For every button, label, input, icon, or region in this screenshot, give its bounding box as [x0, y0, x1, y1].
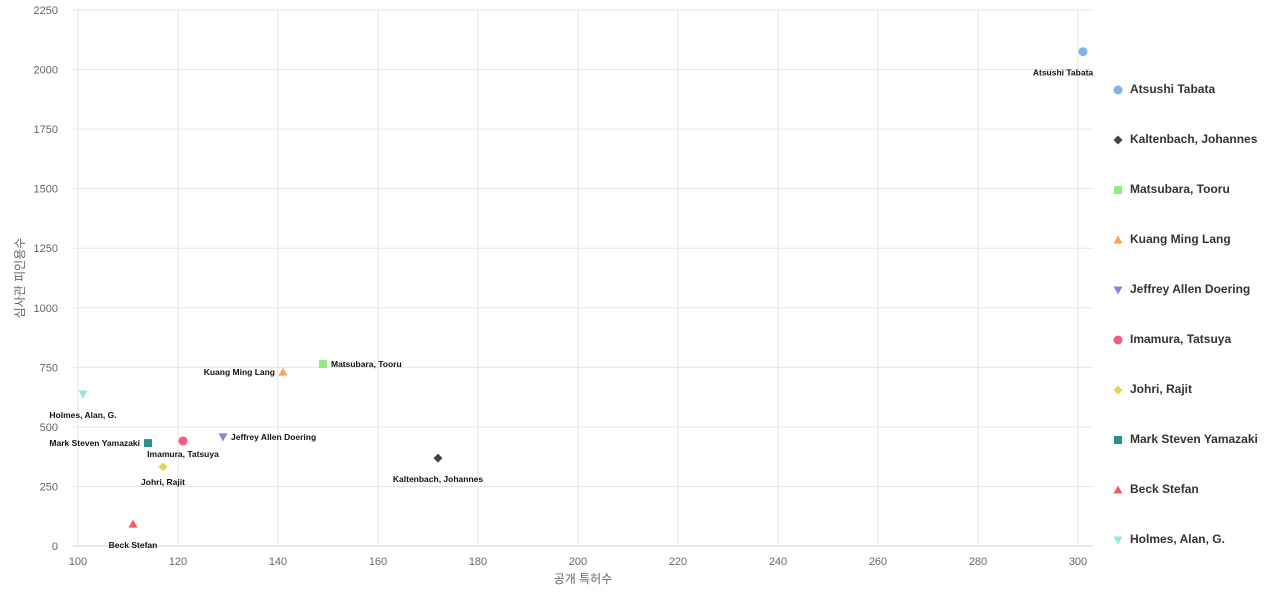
data-point[interactable]: Kuang Ming Lang [204, 367, 288, 377]
legend-label: Kaltenbach, Johannes [1130, 132, 1258, 146]
triangle-marker-icon [1113, 235, 1123, 244]
data-label: Kuang Ming Lang [204, 367, 275, 377]
data-label: Jeffrey Allen Doering [231, 432, 316, 442]
x-tick-label: 120 [169, 556, 187, 568]
x-tick-label: 200 [569, 556, 587, 568]
legend-label: Beck Stefan [1130, 482, 1199, 496]
data-label: Atsushi Tabata [1033, 68, 1094, 78]
y-tick-label: 750 [40, 362, 58, 374]
x-tick-label: 220 [669, 556, 687, 568]
legend-label: Matsubara, Tooru [1130, 182, 1230, 196]
data-point[interactable]: Atsushi Tabata [1033, 47, 1094, 78]
x-axis-title: 공개 특허수 [554, 572, 613, 586]
legend-label: Imamura, Tatsuya [1130, 332, 1232, 346]
data-point[interactable]: Kaltenbach, Johannes [393, 453, 483, 485]
data-point[interactable]: Imamura, Tatsuya [147, 436, 219, 459]
diamond-marker-icon [433, 453, 443, 463]
data-point[interactable]: Matsubara, Tooru [319, 359, 402, 369]
y-axis-title: 심사관 피인용수 [13, 238, 27, 319]
data-label: Matsubara, Tooru [331, 359, 402, 369]
legend-item[interactable]: Imamura, Tatsuya [1112, 332, 1258, 382]
x-tick-label: 300 [1069, 556, 1087, 568]
legend-item[interactable]: Johri, Rajit [1112, 382, 1258, 432]
legend-item[interactable]: Matsubara, Tooru [1112, 182, 1258, 232]
circle-marker-icon [1078, 47, 1088, 57]
square-marker-icon [1114, 436, 1122, 444]
data-point[interactable]: Jeffrey Allen Doering [218, 432, 317, 442]
x-tick-label: 160 [369, 556, 387, 568]
legend-item[interactable]: Holmes, Alan, G. [1112, 532, 1258, 582]
data-label: Holmes, Alan, G. [49, 410, 116, 420]
legend-item[interactable]: Kuang Ming Lang [1112, 232, 1258, 282]
y-tick-label: 500 [40, 422, 58, 434]
x-tick-label: 260 [869, 556, 887, 568]
grid: 0 250 500 750 1000 1250 1500 1750 2000 2250 100 120… [34, 5, 1093, 568]
legend-label: Mark Steven Yamazaki [1130, 432, 1258, 446]
square-marker-icon [1114, 186, 1122, 194]
points: Atsushi Tabata Kaltenbach, Johannes Matsub… [49, 47, 1093, 550]
data-label: Mark Steven Yamazaki [49, 438, 140, 448]
triangle-down-marker-icon [1113, 286, 1123, 295]
square-marker-icon [144, 439, 152, 448]
y-tick-label: 1500 [34, 184, 58, 196]
triangle-marker-icon [278, 367, 288, 376]
triangle-down-marker-icon [78, 390, 88, 399]
legend-label: Kuang Ming Lang [1130, 232, 1231, 246]
y-tick-label: 0 [52, 541, 58, 553]
data-label: Imamura, Tatsuya [147, 449, 219, 459]
triangle-down-marker-icon [1113, 536, 1123, 545]
legend-label: Atsushi Tabata [1130, 82, 1216, 96]
diamond-marker-icon [1113, 385, 1123, 395]
y-tick-label: 250 [40, 481, 58, 493]
data-point[interactable]: Beck Stefan [109, 519, 158, 551]
legend-label: Johri, Rajit [1130, 382, 1193, 396]
x-tick-label: 140 [269, 556, 287, 568]
legend: Atsushi Tabata Kaltenbach, Johannes Matsub… [1112, 82, 1258, 582]
legend-label: Holmes, Alan, G. [1130, 532, 1225, 546]
circle-marker-icon [1113, 85, 1123, 95]
x-tick-label: 180 [469, 556, 487, 568]
data-point[interactable]: Holmes, Alan, G. [49, 390, 117, 421]
triangle-down-marker-icon [218, 433, 228, 442]
diamond-marker-icon [158, 462, 168, 472]
data-point[interactable]: Mark Steven Yamazaki [49, 438, 152, 448]
legend-label: Jeffrey Allen Doering [1130, 282, 1251, 296]
triangle-marker-icon [1113, 485, 1123, 494]
y-tick-label: 1000 [34, 303, 58, 315]
legend-item[interactable]: Kaltenbach, Johannes [1112, 132, 1258, 182]
y-tick-label: 2000 [34, 65, 58, 77]
y-tick-label: 2250 [34, 5, 58, 17]
data-point[interactable]: Johri, Rajit [141, 462, 185, 487]
diamond-marker-icon [1113, 135, 1123, 145]
legend-item[interactable]: Beck Stefan [1112, 482, 1258, 532]
legend-item[interactable]: Jeffrey Allen Doering [1112, 282, 1258, 332]
triangle-marker-icon [128, 519, 138, 528]
legend-item[interactable]: Atsushi Tabata [1112, 82, 1258, 132]
data-label: Kaltenbach, Johannes [393, 474, 483, 484]
circle-marker-icon [1113, 335, 1123, 345]
data-label: Beck Stefan [109, 540, 158, 550]
legend-item[interactable]: Mark Steven Yamazaki [1112, 432, 1258, 482]
scatter-chart: 0 250 500 750 1000 1250 1500 1750 2000 2250 100 120… [13, 5, 1093, 586]
x-tick-label: 100 [69, 556, 87, 568]
x-tick-label: 280 [969, 556, 987, 568]
x-tick-label: 240 [769, 556, 787, 568]
data-label: Johri, Rajit [141, 477, 185, 487]
square-marker-icon [319, 359, 327, 368]
y-tick-label: 1750 [34, 124, 58, 136]
y-tick-label: 1250 [34, 243, 58, 255]
circle-marker-icon [178, 436, 188, 446]
